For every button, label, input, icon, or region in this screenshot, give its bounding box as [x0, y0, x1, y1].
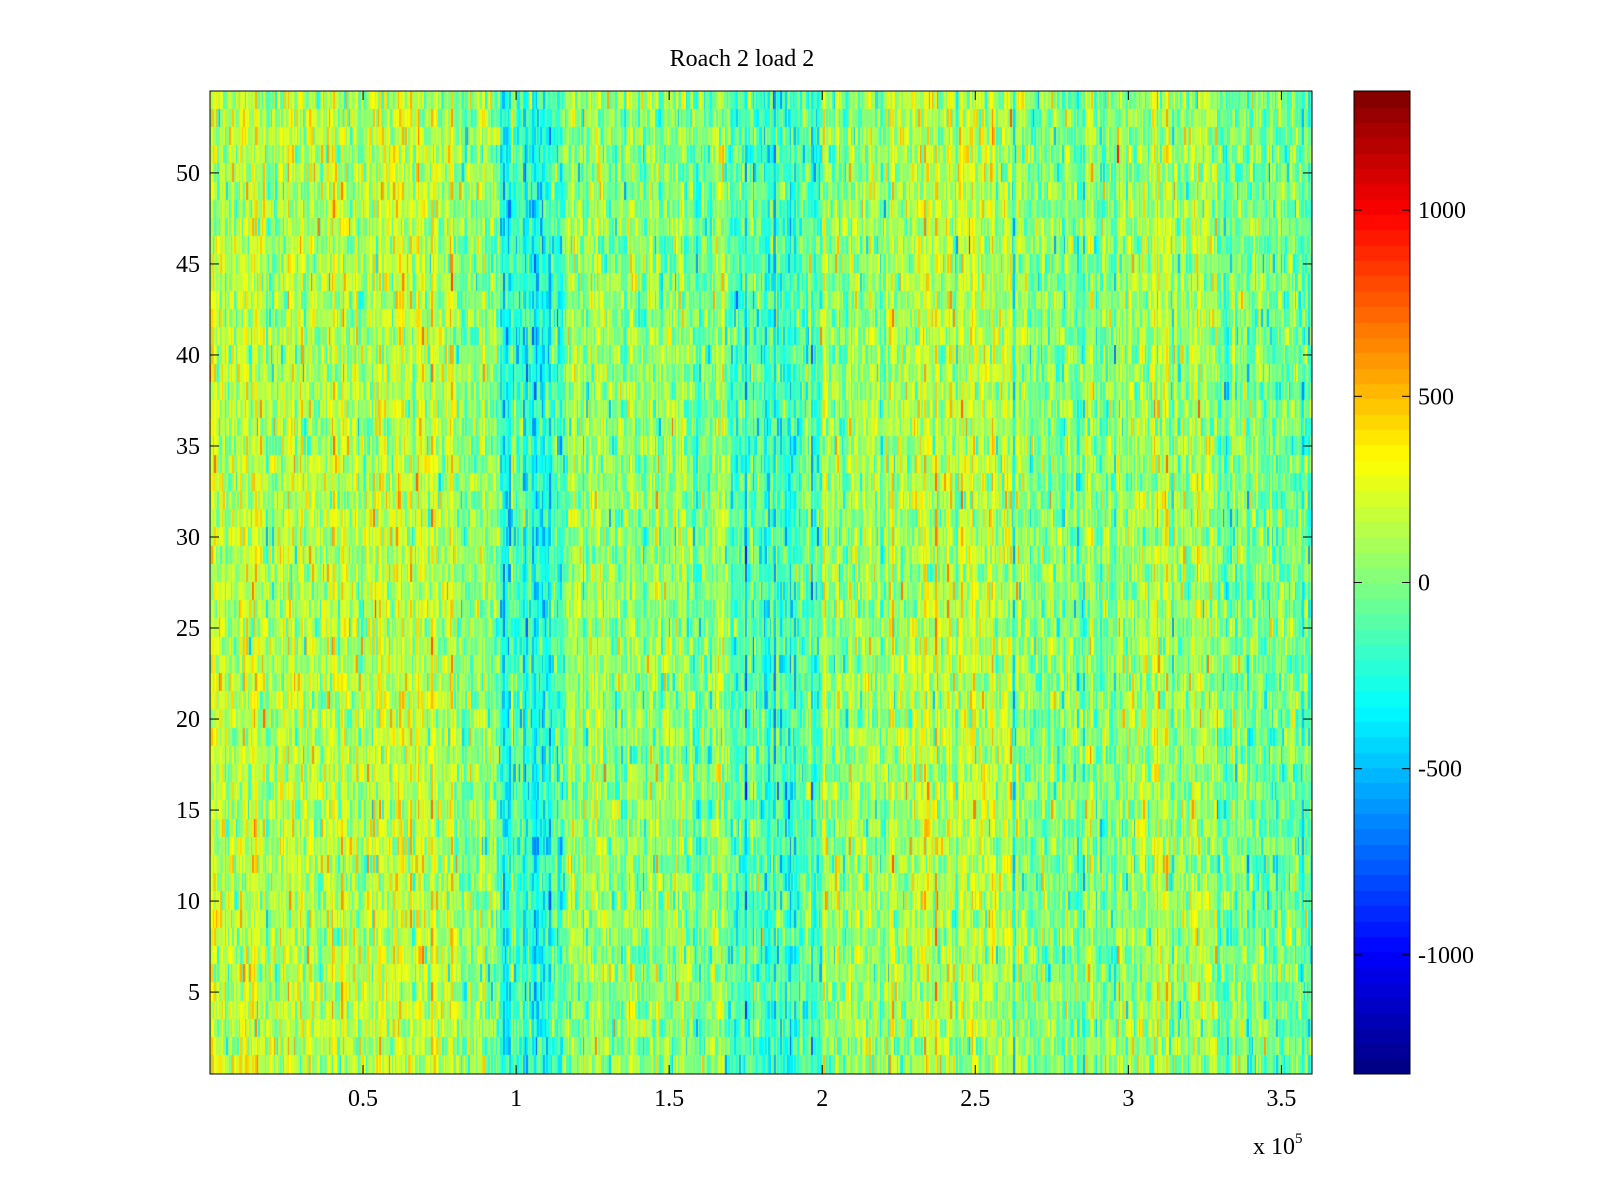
- y-tick-label: 40: [176, 343, 200, 369]
- x-tick-label: 1: [510, 1086, 522, 1112]
- y-tick-label: 45: [176, 252, 200, 278]
- plot-frame: [209, 90, 1313, 1075]
- y-axis: 5 10 15 20 25 30 35 40 45 50: [176, 161, 1312, 1006]
- colorbar-tick-label: -500: [1418, 757, 1462, 783]
- y-tick-label: 50: [176, 161, 200, 187]
- y-tick-label: 25: [176, 616, 200, 642]
- y-tick-label: 20: [176, 707, 200, 733]
- colorbar-tick-label: 500: [1418, 384, 1454, 410]
- x-axis: 0.5 1 1.5 2 2.5 3 3.5: [348, 91, 1296, 1112]
- x-tick-label: 3.5: [1266, 1086, 1296, 1112]
- chart-title: Roach 2 load 2: [670, 46, 815, 72]
- y-tick-label: 15: [176, 798, 200, 824]
- heatmap-cells: [210, 91, 1312, 1074]
- colorbar-tick-label: 1000: [1418, 198, 1466, 224]
- x-tick-label: 1.5: [654, 1086, 684, 1112]
- colorbar-gradient: [1354, 91, 1410, 1074]
- x-tick-label: 3: [1122, 1086, 1134, 1112]
- y-tick-label: 35: [176, 434, 200, 460]
- colorbar-axis: 1000 500 0 -500 -1000: [1354, 198, 1474, 969]
- y-tick-label: 5: [188, 980, 200, 1006]
- x-multiplier-exponent: 5: [1295, 1131, 1303, 1147]
- x-multiplier: x 105: [1253, 1131, 1303, 1160]
- x-tick-label: 2.5: [960, 1086, 990, 1112]
- y-tick-label: 30: [176, 525, 200, 551]
- y-tick-label: 10: [176, 889, 200, 915]
- x-tick-label: 0.5: [348, 1086, 378, 1112]
- colorbar-tick-label: -1000: [1418, 943, 1474, 969]
- colorbar-tick-label: 0: [1418, 571, 1430, 597]
- x-tick-label: 2: [816, 1086, 828, 1112]
